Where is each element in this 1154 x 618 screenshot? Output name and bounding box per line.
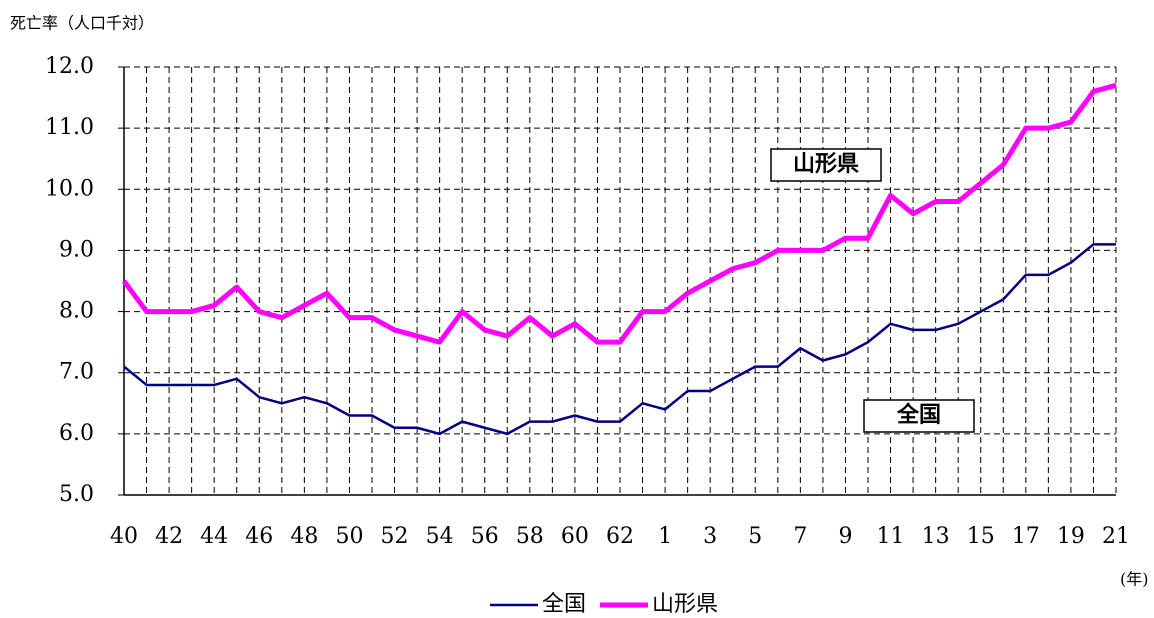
x-tick-label: 54 [426, 524, 454, 549]
x-tick-label: 58 [516, 524, 544, 549]
legend-item: 山形県 [600, 592, 718, 617]
x-tick-label: 42 [155, 524, 183, 549]
y-tick-label: 11.0 [45, 115, 94, 140]
x-tick-label: 15 [967, 524, 995, 549]
legend-label: 全国 [542, 592, 586, 617]
x-tick-label: 11 [877, 524, 905, 549]
x-tick-label: 7 [793, 524, 807, 549]
x-tick-label: 3 [703, 524, 717, 549]
series-line [121, 82, 1117, 345]
annotation: 山形県 [793, 152, 859, 177]
x-tick-label: 62 [606, 524, 634, 549]
y-tick-label: 10.0 [45, 176, 94, 201]
y-tick-label: 6.0 [59, 421, 94, 446]
x-tick-label: 46 [245, 524, 273, 549]
x-tick-label: 19 [1057, 524, 1085, 549]
y-tick-label: 8.0 [59, 299, 94, 324]
legend-item: 全国 [490, 592, 586, 617]
x-tick-label: 50 [335, 524, 363, 549]
y-axis-label: 死亡率（人口千対） [10, 14, 154, 33]
x-tick-label: 60 [561, 524, 589, 549]
x-tick-label: 5 [748, 524, 762, 549]
series-line [123, 243, 1116, 436]
y-tick-label: 5.0 [59, 482, 94, 507]
x-tick-label: 44 [200, 524, 228, 549]
x-tick-label: 48 [290, 524, 318, 549]
y-tick-label: 12.0 [45, 54, 94, 79]
annotation: 全国 [896, 402, 941, 428]
annotation-box [863, 399, 975, 433]
legend-label: 山形県 [652, 592, 718, 617]
x-tick-label: 9 [838, 524, 852, 549]
x-tick-label: 17 [1012, 524, 1040, 549]
x-tick-label: 52 [381, 524, 409, 549]
x-tick-label: 1 [658, 524, 672, 549]
y-tick-label: 9.0 [59, 237, 94, 262]
x-tick-label: 21 [1102, 524, 1130, 549]
y-tick-label: 7.0 [59, 360, 94, 385]
annotation-box [770, 148, 882, 182]
x-axis-label: (年) [1120, 570, 1149, 589]
x-tick-label: 56 [471, 524, 499, 549]
x-tick-label: 40 [110, 524, 138, 549]
x-tick-label: 13 [922, 524, 950, 549]
